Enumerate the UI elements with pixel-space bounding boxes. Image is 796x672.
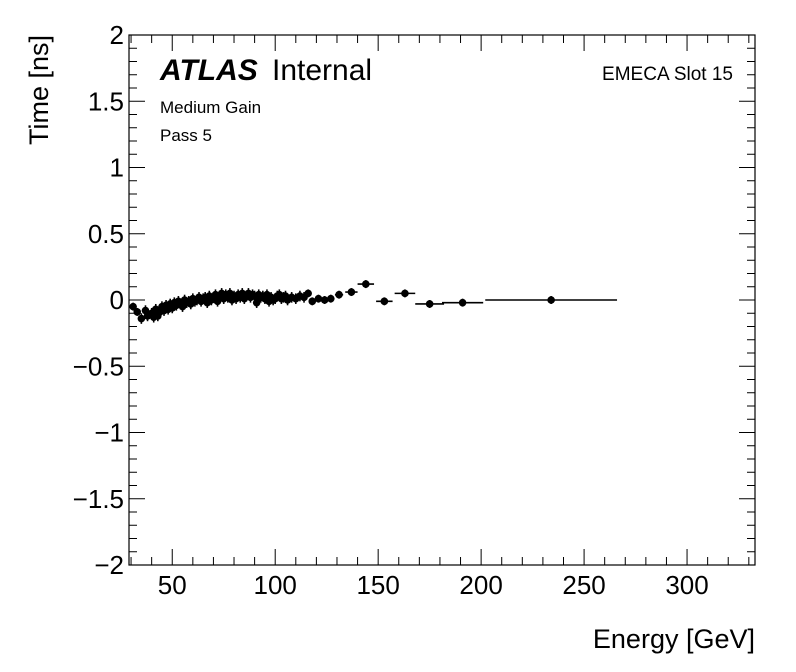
x-tick-label: 50 (158, 570, 187, 600)
data-point (308, 297, 317, 306)
data-point (133, 307, 142, 316)
marker (362, 280, 370, 288)
internal-label: Internal (272, 54, 372, 87)
data-point (314, 294, 323, 303)
data-points (129, 280, 618, 324)
data-point (304, 289, 312, 298)
y-tick-label: 0 (110, 285, 124, 315)
marker (335, 290, 343, 299)
x-tick-label: 300 (665, 570, 708, 600)
y-tick-label: 1 (110, 153, 124, 183)
marker (547, 296, 555, 304)
data-point (415, 300, 445, 308)
x-tick-label: 150 (356, 570, 399, 600)
data-point (252, 297, 261, 308)
data-point (137, 313, 146, 324)
marker (133, 308, 142, 316)
atlas-label: ATLAS (159, 54, 258, 87)
data-point (320, 296, 329, 304)
marker (137, 314, 146, 323)
marker (425, 300, 434, 308)
data-point (334, 290, 344, 299)
x-tick-labels: 50 100 150 200 250 300 (158, 570, 709, 600)
y-tick-label: −1.5 (73, 484, 124, 514)
y-tick-label: 2 (110, 20, 124, 50)
data-point (357, 280, 375, 289)
marker (314, 294, 323, 303)
marker (252, 298, 261, 307)
x-axis-title: Energy [GeV] (593, 624, 755, 654)
slot-label: EMECA Slot 15 (602, 64, 733, 85)
data-point (485, 296, 618, 304)
y-tick-label: −2 (94, 550, 124, 580)
data-point (327, 294, 335, 303)
data-point (129, 302, 137, 311)
marker (129, 302, 137, 311)
data-point (442, 298, 484, 307)
marker (320, 296, 329, 304)
data-point (345, 288, 358, 297)
marker (380, 297, 389, 306)
data-point (376, 297, 393, 306)
pass-label: Pass 5 (160, 126, 212, 145)
x-tick-label: 200 (459, 570, 502, 600)
y-tick-label: 0.5 (88, 219, 124, 249)
axis-ticks (129, 34, 755, 566)
x-tick-label: 100 (254, 570, 297, 600)
marker (308, 297, 317, 306)
data-point (394, 289, 416, 298)
marker (327, 294, 335, 303)
gain-label: Medium Gain (160, 98, 261, 117)
marker (347, 288, 356, 296)
y-tick-labels: 2 1.5 1 0.5 0 −0.5 −1 −1.5 −2 (73, 20, 124, 580)
x-tick-label: 250 (562, 570, 605, 600)
y-tick-label: −1 (94, 418, 124, 448)
marker (304, 289, 312, 298)
marker (458, 298, 467, 307)
marker (401, 289, 409, 298)
y-axis-title: Time [ns] (24, 35, 54, 145)
y-tick-label: 1.5 (88, 86, 124, 116)
y-tick-label: −0.5 (73, 351, 124, 381)
